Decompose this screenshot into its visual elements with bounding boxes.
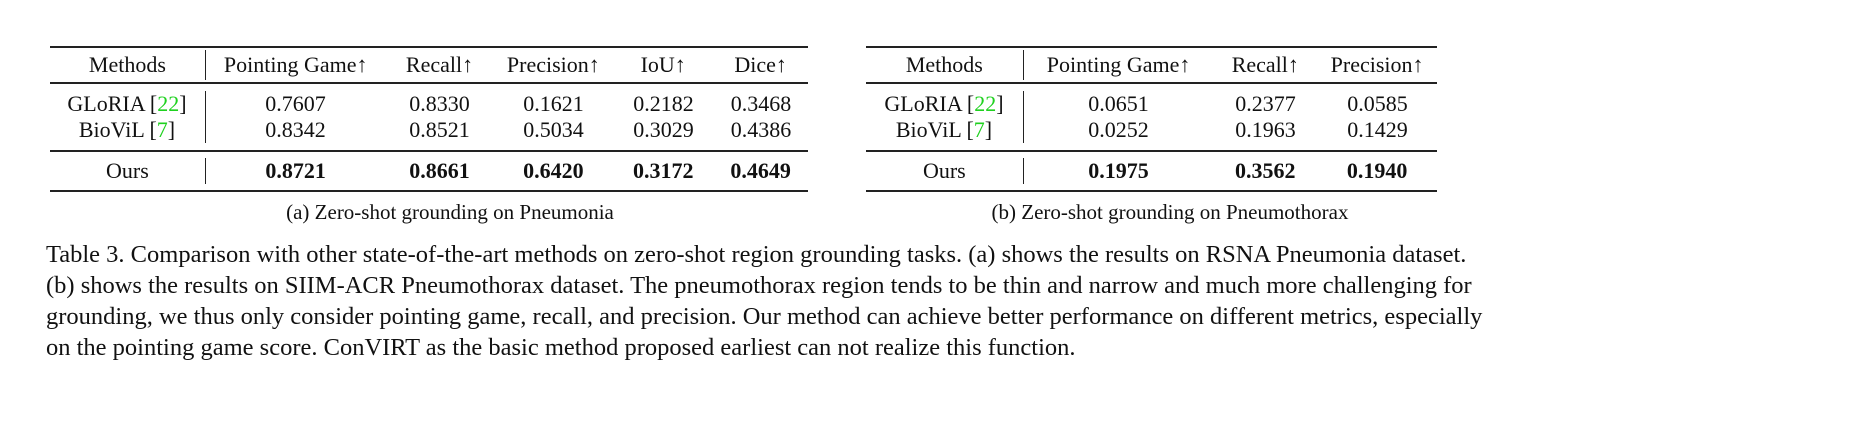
value-cell: 0.0651: [1088, 91, 1149, 116]
baseline-rows: GLoRIA [22] 0.0651 0.2377 0.0585 BioViL [7] 0…: [866, 84, 1437, 152]
column-header: Recall↑: [1231, 52, 1299, 77]
table-caption: Table 3. Comparison with other state-of-…: [46, 241, 1483, 361]
table-row: GLoRIA [22] 0.7607 0.8330 0.1621 0.2182 0.346…: [50, 91, 809, 117]
column-header: Precision↑: [1330, 52, 1424, 77]
column-header: Methods: [866, 50, 1024, 80]
column-header: Pointing Game↑: [223, 52, 368, 77]
method-cell: GLoRIA [22]: [50, 91, 206, 117]
value-cell: 0.2182: [633, 91, 694, 116]
table-row: BioViL [7] 0.8342 0.8521 0.5034 0.3029 0.4386: [50, 117, 809, 143]
table-pneumothorax: Methods Pointing Game↑ Recall↑ Precision↑ GL…: [866, 46, 1437, 192]
value-cell: 0.0252: [1088, 117, 1149, 142]
value-cell: 0.1621: [523, 91, 584, 116]
table-row: GLoRIA [22] 0.0651 0.2377 0.0585: [866, 91, 1438, 117]
value-cell: 0.1429: [1347, 117, 1408, 142]
method-cell: Ours: [866, 158, 1024, 184]
value-cell: 0.8721: [265, 158, 326, 183]
citation-link[interactable]: 22: [157, 91, 180, 116]
value-cell: 0.8342: [265, 117, 326, 142]
value-cell: 0.8330: [409, 91, 470, 116]
method-cell: BioViL [7]: [866, 117, 1024, 143]
method-cell: Ours: [50, 158, 206, 184]
value-cell: 0.8521: [409, 117, 470, 142]
ours-row: Ours 0.1975 0.3562 0.1940: [866, 152, 1437, 190]
value-cell: 0.1940: [1346, 158, 1408, 183]
method-cell: GLoRIA [22]: [866, 91, 1024, 117]
value-cell: 0.7607: [265, 91, 326, 116]
citation-link[interactable]: 7: [973, 117, 985, 142]
baseline-rows: GLoRIA [22] 0.7607 0.8330 0.1621 0.2182 0.346…: [50, 84, 808, 152]
subcaption-a: (a) Zero-shot grounding on Pneumonia: [286, 200, 614, 224]
value-cell: 0.1975: [1088, 158, 1149, 183]
value-cell: 0.6420: [523, 158, 584, 183]
table-row: BioViL [7] 0.0252 0.1963 0.1429: [866, 117, 1438, 143]
value-cell: 0.2377: [1235, 91, 1296, 116]
column-header: Recall↑: [405, 52, 474, 77]
column-header: Dice↑: [734, 52, 787, 77]
header-row: Methods Pointing Game↑ Recall↑ Precision↑: [866, 48, 1437, 84]
value-cell: 0.4649: [730, 158, 791, 183]
value-cell: 0.1963: [1235, 117, 1296, 142]
citation-link[interactable]: 22: [974, 91, 997, 116]
ours-row: Ours 0.8721 0.8661 0.6420 0.3172 0.4649: [50, 152, 808, 190]
subcaption-b: (b) Zero-shot grounding on Pneumothorax: [991, 200, 1349, 224]
column-header: Methods: [50, 50, 206, 80]
value-cell: 0.0585: [1347, 91, 1408, 116]
header-row: Methods Pointing Game↑ Recall↑ Precision↑ Io…: [50, 48, 808, 84]
column-header: IoU↑: [640, 52, 686, 77]
value-cell: 0.3562: [1235, 158, 1296, 183]
method-cell: BioViL [7]: [50, 117, 206, 143]
column-header: Pointing Game↑: [1046, 52, 1191, 77]
column-header: Precision↑: [506, 52, 600, 77]
value-cell: 0.4386: [730, 117, 792, 142]
value-cell: 0.3468: [730, 91, 792, 116]
value-cell: 0.3029: [633, 117, 694, 142]
citation-link[interactable]: 7: [156, 117, 168, 142]
table-pneumonia: Methods Pointing Game↑ Recall↑ Precision↑ Io…: [50, 46, 808, 192]
value-cell: 0.5034: [523, 117, 584, 142]
value-cell: 0.3172: [632, 158, 694, 183]
value-cell: 0.8661: [409, 158, 470, 183]
